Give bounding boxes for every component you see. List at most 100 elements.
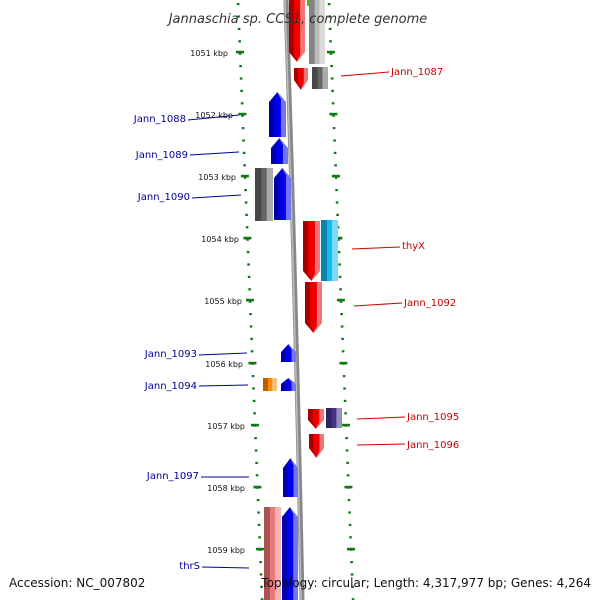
left-track-dot (254, 437, 257, 440)
gene-label-jann-1089[interactable]: Jann_1089 (135, 150, 188, 161)
connector-jann-1096 (356, 443, 406, 446)
kbp-label-1059: 1059 kbp (207, 546, 245, 555)
major-tick-left (243, 236, 252, 240)
gene-jann-1090-grey[interactable] (255, 168, 273, 221)
major-tick-left (245, 298, 254, 302)
right-track-dot (345, 437, 348, 440)
kbp-label-1056: 1056 kbp (205, 360, 243, 369)
gene-label-jann-1095[interactable]: Jann_1095 (406, 412, 459, 423)
gene-label-jann-1096[interactable]: Jann_1096 (406, 440, 459, 451)
gene-label-jann-1090[interactable]: Jann_1090 (137, 192, 190, 203)
right-track-dot (341, 337, 344, 340)
right-track-dot (333, 151, 337, 154)
gene-label-jann-1092[interactable]: Jann_1092 (403, 298, 456, 309)
gene-jann-1088[interactable] (269, 92, 286, 137)
gene-jann-1089[interactable] (271, 138, 288, 164)
right-track-dot (336, 226, 340, 229)
gene-label-thrs[interactable]: thrS (179, 561, 200, 572)
kbp-label-1054: 1054 kbp (201, 235, 239, 244)
left-track-dot (238, 40, 241, 43)
left-track-dot (238, 52, 242, 55)
left-track-dot (248, 300, 252, 303)
connector-jann-1095 (356, 416, 406, 420)
kbp-label-1052: 1052 kbp (195, 111, 233, 120)
kbp-label-1051: 1051 kbp (190, 49, 228, 58)
major-tick-right (346, 547, 355, 551)
gene-jann-1093[interactable] (281, 344, 296, 362)
left-track-dot (246, 251, 250, 254)
gene-thrs[interactable] (282, 507, 298, 600)
kbp-label-1057: 1057 kbp (207, 422, 245, 431)
right-track-dot (348, 523, 352, 526)
right-track-dot (330, 65, 333, 68)
connector-jann-1087 (340, 71, 390, 77)
right-track-dot (337, 238, 340, 241)
major-tick-right (341, 423, 350, 427)
gene-thyx-cyan[interactable] (321, 220, 338, 281)
left-track-dot (255, 461, 258, 464)
gene-label-jann-1087[interactable]: Jann_1087 (390, 67, 443, 78)
left-track-dot (244, 189, 247, 192)
left-track-dot (252, 387, 255, 390)
right-track-dot (328, 15, 331, 18)
left-track-dot (249, 325, 253, 328)
accession-text: Accession: NC_007802 (9, 576, 145, 590)
gene-jann-1094[interactable] (281, 378, 296, 391)
gene-label-jann-1094[interactable]: Jann_1094 (144, 381, 197, 392)
right-track-dot (334, 164, 337, 167)
gene-jann-1096[interactable] (309, 434, 324, 458)
gene-jann-1087-grey[interactable] (312, 67, 328, 89)
kbp-label-1055: 1055 kbp (204, 297, 242, 306)
left-track-dot (241, 114, 244, 117)
major-tick-right (334, 236, 343, 240)
left-track-dot (243, 176, 247, 179)
gene-label-jann-1088[interactable]: Jann_1088 (133, 114, 186, 125)
left-track-dot (248, 288, 251, 291)
gene-jann-1092[interactable] (305, 282, 322, 333)
right-track-dot (339, 300, 343, 303)
right-track-dot (348, 511, 351, 514)
right-track-dot (346, 461, 349, 464)
label-connector-lines (187, 71, 406, 569)
major-tick-right (329, 112, 338, 116)
gene-jann-1086[interactable] (289, 0, 305, 62)
right-track-dot (351, 598, 355, 600)
major-tick-right (339, 361, 348, 365)
right-track-dot (331, 89, 334, 92)
right-track-dot (331, 102, 335, 105)
gene-label-jann-1097[interactable]: Jann_1097 (146, 471, 199, 482)
left-track-dot (251, 375, 255, 378)
left-track-dot (245, 213, 248, 216)
right-track-dot (339, 288, 342, 291)
left-track-dot (247, 275, 251, 278)
right-track-dot (347, 499, 351, 502)
gene-label-jann-1093[interactable]: Jann_1093 (144, 349, 197, 360)
connector-thyx (351, 246, 401, 250)
right-track-dot (329, 52, 333, 55)
gene-grey-top[interactable] (309, 0, 325, 64)
gene-jann-1097[interactable] (283, 458, 298, 497)
right-track-dot (335, 189, 338, 192)
gene-jann-1090[interactable] (274, 168, 291, 220)
kbp-label-1053: 1053 kbp (198, 173, 236, 182)
gene-jann-1095-navy[interactable] (326, 408, 342, 428)
left-track-dot (244, 201, 248, 204)
right-track-dot (350, 573, 354, 576)
right-track-dot (333, 139, 336, 142)
gene-jann-1094-orange[interactable] (263, 378, 277, 391)
left-track-dot (260, 598, 264, 600)
gene-jann-1087-red[interactable] (294, 68, 308, 90)
gene-label-thyx[interactable]: thyX (402, 241, 425, 252)
left-track-dot (246, 238, 249, 241)
left-track-dot (256, 499, 260, 502)
right-track-dot (346, 474, 350, 477)
left-track-dot (258, 536, 261, 539)
major-tick-left (253, 485, 262, 489)
left-track-dot (250, 350, 254, 353)
left-track-dot (243, 164, 246, 167)
left-track-dot (257, 511, 260, 514)
major-tick-right (336, 298, 345, 302)
gene-thyx[interactable] (303, 221, 320, 281)
gene-pink-bottom[interactable] (264, 507, 281, 600)
gene-jann-1095[interactable] (308, 409, 324, 429)
